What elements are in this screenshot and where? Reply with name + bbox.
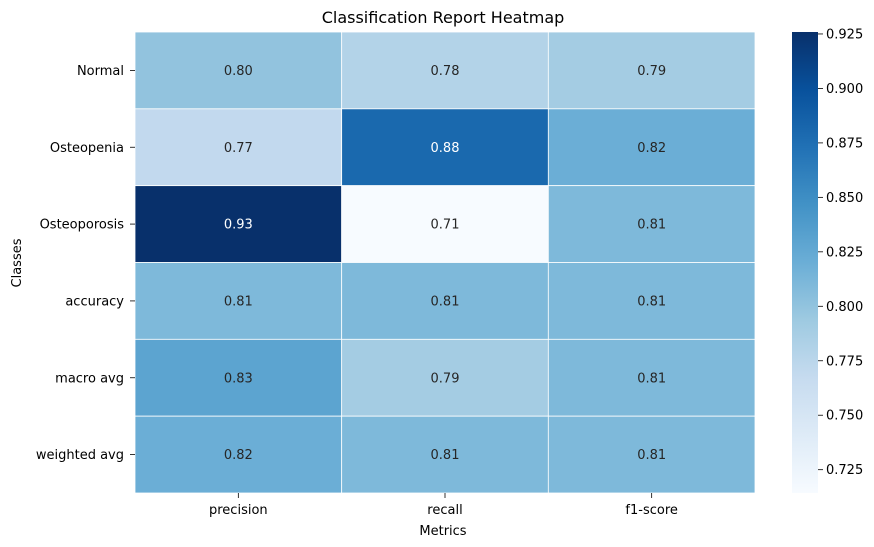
colorbar-tick-label: 0.875 <box>826 136 863 151</box>
heatmap-cell <box>134 108 343 187</box>
cell-value-label: 0.77 <box>224 141 253 156</box>
y-axis-label: Classes <box>10 238 25 287</box>
cell-value-label: 0.82 <box>224 448 253 463</box>
x-axis-ticks: precision recall f1-score <box>209 493 678 518</box>
y-tick-label: accuracy <box>65 294 124 309</box>
colorbar-tick-label: 0.825 <box>826 245 863 260</box>
heatmap-cell-labels: 0.80 0.78 0.79 0.77 0.88 0.82 0.93 0.71 0.81 0.81… <box>224 64 666 463</box>
x-tick-label: recall <box>427 503 462 518</box>
y-tick-label: Osteoporosis <box>40 218 125 233</box>
cell-value-label: 0.81 <box>637 371 666 386</box>
heatmap-cells <box>134 31 756 494</box>
heatmap-cell <box>547 262 756 340</box>
cell-value-label: 0.79 <box>431 371 460 386</box>
cell-value-label: 0.71 <box>431 218 460 233</box>
cell-value-label: 0.81 <box>637 294 666 309</box>
heatmap-cell <box>547 415 756 494</box>
heatmap-cell <box>341 185 549 263</box>
colorbar-tick-label: 0.800 <box>826 300 863 315</box>
colorbar-tick-label: 0.725 <box>826 463 863 478</box>
heatmap-cell <box>341 415 549 494</box>
heatmap-cell <box>547 338 756 417</box>
heatmap-cell <box>547 31 756 110</box>
colorbar-ticks: 0.725 0.750 0.775 0.800 0.825 0.850 0.875 0.900… <box>818 27 863 478</box>
y-axis-ticks: Normal Osteopenia Osteoporosis accuracy macr… <box>36 64 135 463</box>
cell-value-label: 0.81 <box>431 448 460 463</box>
x-tick-label: f1-score <box>625 503 677 518</box>
cell-value-label: 0.82 <box>637 141 666 156</box>
heatmap-cell <box>134 338 343 417</box>
cell-value-label: 0.81 <box>637 448 666 463</box>
colorbar-tick-label: 0.850 <box>826 191 863 206</box>
cell-value-label: 0.81 <box>637 218 666 233</box>
heatmap-cell <box>134 31 343 110</box>
colorbar-tick-label: 0.750 <box>826 409 863 424</box>
colorbar-tick-label: 0.900 <box>826 82 863 97</box>
colorbar <box>792 32 818 493</box>
cell-value-label: 0.88 <box>431 141 460 156</box>
cell-value-label: 0.81 <box>224 294 253 309</box>
heatmap-cell <box>134 262 343 340</box>
cell-value-label: 0.79 <box>637 64 666 79</box>
x-axis-label: Metrics <box>419 524 466 539</box>
x-tick-label: precision <box>209 503 268 518</box>
heatmap-cell <box>341 31 549 110</box>
chart-title: Classification Report Heatmap <box>322 8 565 27</box>
y-tick-label: Normal <box>77 64 124 79</box>
heatmap-cell <box>341 338 549 417</box>
y-tick-label: Osteopenia <box>50 141 124 156</box>
cell-value-label: 0.80 <box>224 64 253 79</box>
y-tick-label: macro avg <box>55 371 124 386</box>
cell-value-label: 0.78 <box>431 64 460 79</box>
cell-value-label: 0.81 <box>431 294 460 309</box>
y-tick-label: weighted avg <box>36 448 124 463</box>
heatmap-cell <box>341 108 549 187</box>
cell-value-label: 0.83 <box>224 371 253 386</box>
cell-value-label: 0.93 <box>224 218 253 233</box>
heatmap-cell <box>547 108 756 187</box>
colorbar-tick-label: 0.775 <box>826 354 863 369</box>
colorbar-tick-label: 0.925 <box>826 27 863 42</box>
